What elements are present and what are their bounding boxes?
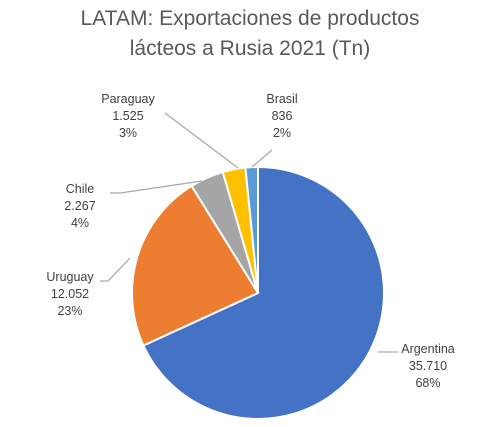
- chart-title-line-2: lácteos a Rusia 2021 (Tn): [129, 37, 371, 60]
- leader-line-paraguay: [164, 112, 239, 169]
- data-label-slice-value: 2.267: [64, 199, 95, 213]
- data-label-paraguay: Paraguay 1.525 3%: [101, 92, 155, 140]
- data-label-slice-percent: 23%: [57, 304, 82, 318]
- data-label-chile: Chile 2.267 4%: [64, 182, 95, 230]
- data-label-slice-name: Paraguay: [101, 92, 155, 106]
- data-label-slice-value: 1.525: [112, 109, 143, 123]
- data-label-slice-name: Chile: [66, 182, 95, 196]
- pie-slice-uruguay: [130, 184, 260, 347]
- chart-title-line-1: LATAM: Exportaciones de productos: [80, 7, 420, 30]
- pie-slice-brasil: [244, 165, 259, 294]
- leader-line-uruguay: [100, 257, 131, 282]
- data-label-slice-name: Uruguay: [46, 270, 94, 284]
- data-label-slice-value: 35.710: [409, 359, 447, 373]
- chart-title: LATAM: Exportaciones de productos lácteo…: [0, 4, 500, 64]
- data-label-slice-value: 12.052: [51, 287, 89, 301]
- data-label-slice-name: Argentina: [401, 342, 455, 356]
- data-label-slice-percent: 3%: [119, 126, 137, 140]
- data-label-brasil: Brasil 836 2%: [266, 92, 297, 140]
- data-label-slice-value: 836: [272, 109, 293, 123]
- data-label-uruguay: Uruguay 12.052 23%: [46, 270, 94, 318]
- data-label-slice-percent: 2%: [273, 126, 291, 140]
- leader-line-chile: [110, 180, 203, 194]
- data-label-slice-name: Brasil: [266, 92, 297, 106]
- data-label-argentina: Argentina 35.710 68%: [401, 342, 455, 390]
- data-label-slice-percent: 68%: [415, 376, 440, 390]
- pie-slice-argentina: [142, 165, 385, 420]
- leader-line-brasil: [251, 149, 273, 168]
- data-label-slice-percent: 4%: [71, 216, 89, 230]
